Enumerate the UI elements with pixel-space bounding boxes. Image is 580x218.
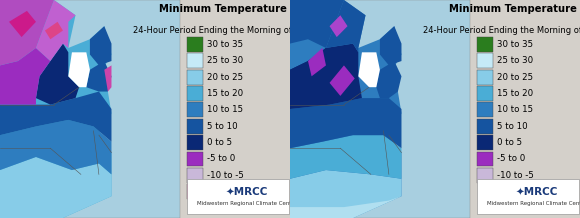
Text: 24-Hour Period Ending the Morning of 3/15/2017: 24-Hour Period Ending the Morning of 3/1… [133,26,337,35]
Text: 15 to 20: 15 to 20 [208,89,244,98]
Bar [187,37,203,52]
Polygon shape [326,0,365,52]
Text: 20 to 25: 20 to 25 [208,73,244,82]
Bar [477,53,493,68]
Bar [290,0,470,218]
Polygon shape [290,0,401,218]
Bar [477,86,493,101]
Text: Minimum Temperature (°F): Minimum Temperature (°F) [449,4,580,14]
Polygon shape [0,92,111,142]
Bar [477,102,493,117]
Text: 5 to 10: 5 to 10 [498,122,528,131]
Polygon shape [36,0,75,61]
Text: -5 to 0: -5 to 0 [208,154,235,164]
Text: -5 to 0: -5 to 0 [498,154,525,164]
Text: 0 to 5: 0 to 5 [498,138,523,147]
Polygon shape [290,98,401,148]
Polygon shape [329,15,347,37]
Polygon shape [358,52,380,87]
Polygon shape [376,61,401,98]
Polygon shape [290,44,362,109]
Polygon shape [308,48,326,76]
Polygon shape [290,135,401,179]
Polygon shape [104,65,111,92]
Text: ✦MRCC: ✦MRCC [516,187,558,197]
Bar [477,37,493,52]
Text: 25 to 30: 25 to 30 [208,56,244,65]
Text: -10 to -5: -10 to -5 [208,171,244,180]
Bar [477,168,493,183]
Text: Midwestern Regional Climate Center: Midwestern Regional Climate Center [197,201,298,206]
Bar [187,86,203,101]
Text: 30 to 35: 30 to 35 [498,40,534,49]
Polygon shape [9,11,36,37]
Text: -10 to -5: -10 to -5 [498,171,534,180]
Bar [477,70,493,85]
Polygon shape [0,48,50,105]
Bar [187,179,289,214]
Polygon shape [0,120,111,174]
Bar [187,70,203,85]
Bar [477,179,578,214]
Polygon shape [0,157,111,218]
Text: Midwestern Regional Climate Center: Midwestern Regional Climate Center [487,201,580,206]
Bar [187,53,203,68]
Polygon shape [329,65,355,96]
Polygon shape [68,52,90,87]
Text: Minimum Temperature (°F): Minimum Temperature (°F) [159,4,311,14]
Text: 5 to 10: 5 to 10 [208,122,238,131]
Bar [187,184,203,199]
Polygon shape [0,0,111,218]
Polygon shape [45,22,63,39]
Text: 15 to 20: 15 to 20 [498,89,534,98]
Text: 0 to 5: 0 to 5 [208,138,233,147]
Polygon shape [0,0,54,65]
Polygon shape [380,26,401,65]
Text: ✦MRCC: ✦MRCC [226,187,268,197]
Text: -15 to -10: -15 to -10 [208,187,250,196]
Text: 10 to 15: 10 to 15 [208,105,244,114]
Polygon shape [290,0,344,48]
Bar [187,119,203,134]
Polygon shape [90,26,111,65]
Bar [477,152,493,166]
Bar [187,102,203,117]
Polygon shape [290,48,340,98]
Text: 10 to 15: 10 to 15 [498,105,534,114]
Bar [187,152,203,166]
Text: 20 to 25: 20 to 25 [498,73,534,82]
Bar [0,0,180,218]
Bar [477,135,493,150]
Text: 24-Hour Period Ending the Morning of 3/16/2017: 24-Hour Period Ending the Morning of 3/1… [423,26,580,35]
Polygon shape [86,61,111,92]
Bar [187,135,203,150]
Polygon shape [36,44,79,105]
Text: 30 to 35: 30 to 35 [208,40,244,49]
Bar [477,119,493,134]
Polygon shape [290,170,401,218]
Polygon shape [290,196,401,218]
Bar [187,168,203,183]
Text: 25 to 30: 25 to 30 [498,56,534,65]
